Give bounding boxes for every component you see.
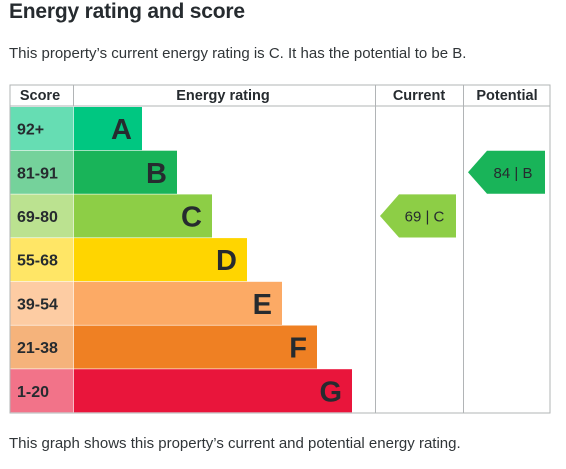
score-cell-d — [10, 238, 74, 282]
current-arrow — [380, 194, 456, 238]
band-letter-a: A — [111, 114, 132, 146]
band-bar-f — [74, 325, 317, 369]
intro-text: This property’s current energy rating is… — [9, 45, 467, 62]
band-bar-c — [74, 194, 212, 238]
score-label-c: 69-80 — [17, 209, 58, 226]
band-bar-e — [74, 281, 282, 325]
header-potential: Potential — [476, 88, 537, 104]
header-current: Current — [393, 88, 446, 104]
score-cell-c — [10, 194, 74, 238]
score-cell-a — [10, 107, 74, 151]
band-bar-a — [74, 107, 142, 151]
rating-arrows: 69 | C 84 | B — [380, 150, 545, 238]
footer-text: This graph shows this property’s current… — [9, 435, 461, 452]
band-letter-d: D — [216, 245, 237, 277]
header-score: Score — [20, 88, 60, 104]
band-bar-d — [74, 238, 247, 282]
band-letter-f: F — [289, 333, 307, 365]
current-rating-label: 69 | C — [405, 208, 445, 225]
score-cell-b — [10, 150, 74, 194]
band-bar-g — [74, 369, 352, 413]
score-label-f: 21-38 — [17, 340, 58, 357]
score-cell-f — [10, 325, 74, 369]
page-title: Energy rating and score — [9, 0, 245, 23]
band-letter-e: E — [253, 289, 272, 321]
band-letter-b: B — [146, 158, 167, 190]
score-label-a: 92+ — [17, 122, 44, 139]
score-label-d: 55-68 — [17, 253, 58, 270]
band-bar-b — [74, 150, 177, 194]
score-label-g: 1-20 — [17, 384, 49, 401]
score-cell-g — [10, 369, 74, 413]
header-energy-rating: Energy rating — [176, 88, 269, 104]
score-label-b: 81-91 — [17, 165, 58, 182]
score-label-e: 39-54 — [17, 296, 58, 313]
potential-arrow — [468, 150, 545, 194]
band-letter-g: G — [319, 376, 342, 408]
band-letter-c: C — [181, 201, 202, 233]
rating-bands: 92+ A 81-91 B 69-80 C 55-68 D 39-54 E 21-38 F 1-20 G — [10, 107, 352, 413]
table-frame — [9, 84, 551, 414]
potential-rating-label: 84 | B — [494, 165, 533, 182]
score-cell-e — [10, 281, 74, 325]
